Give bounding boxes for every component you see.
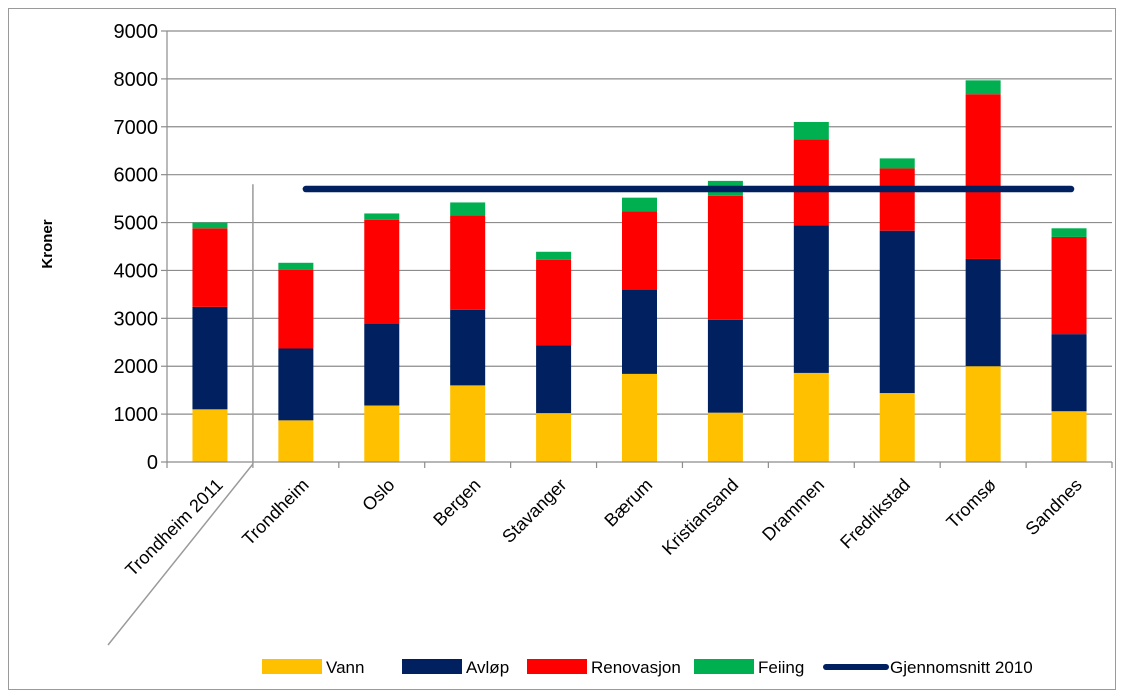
- bar-renovasjon: [278, 269, 314, 349]
- bar-renovasjon: [536, 259, 572, 346]
- x-category-label: Trondheim: [238, 475, 313, 550]
- x-category-label: Sandnes: [1021, 475, 1085, 539]
- bars: [192, 80, 1087, 462]
- bar-renovasjon: [793, 139, 829, 226]
- bar-avl-p: [364, 323, 400, 406]
- y-tick-label: 4000: [114, 260, 159, 282]
- legend-label: Vann: [326, 658, 364, 677]
- x-category-label: Trondheim 2011: [121, 475, 226, 580]
- bar-avl-p: [1051, 334, 1087, 412]
- bar-avl-p: [450, 309, 486, 386]
- bar-renovasjon: [879, 168, 915, 231]
- x-category-label: Kristiansand: [658, 475, 742, 559]
- bar-avl-p: [192, 306, 228, 410]
- bar-vann: [707, 412, 743, 462]
- y-tick-label: 8000: [114, 69, 159, 91]
- legend-swatch: [694, 659, 754, 674]
- bar-renovasjon: [707, 195, 743, 320]
- y-tick-label: 0: [147, 452, 158, 474]
- bar-avl-p: [622, 289, 657, 374]
- bar-vann: [965, 366, 1001, 462]
- legend-label: Avløp: [466, 658, 509, 677]
- y-axis-title: Kroner: [39, 219, 56, 268]
- y-tick-label: 1000: [114, 404, 159, 426]
- x-category-label: Bergen: [429, 475, 484, 530]
- category-separator: [107, 184, 254, 646]
- x-category-label: Tromsø: [942, 475, 1000, 533]
- bar-feiing: [965, 80, 1001, 95]
- legend-swatch: [402, 659, 462, 674]
- x-category-label: Drammen: [758, 475, 828, 545]
- y-tick-label: 6000: [114, 165, 159, 187]
- bar-avl-p: [278, 348, 314, 421]
- bar-vann: [536, 413, 572, 462]
- y-tick-labels: 0 1000 2000 3000 4000 5000 6000 7000 8000 9000: [114, 21, 159, 474]
- bar-feiing: [1051, 228, 1087, 237]
- bar-feiing: [622, 197, 657, 212]
- bar-renovasjon: [622, 211, 657, 290]
- legend-label: Feiing: [758, 658, 804, 677]
- bar-avl-p: [793, 225, 829, 373]
- bar-vann: [192, 409, 228, 462]
- y-tick-label: 7000: [114, 117, 159, 139]
- bar-avl-p: [707, 319, 743, 413]
- y-tick-label: 2000: [114, 356, 159, 378]
- bar-vann: [450, 385, 486, 462]
- bar-renovasjon: [965, 94, 1001, 259]
- legend-label: Gjennomsnitt 2010: [890, 658, 1033, 677]
- bar-renovasjon: [450, 215, 486, 310]
- bar-vann: [879, 393, 915, 462]
- bar-feiing: [536, 251, 572, 260]
- bar-renovasjon: [364, 219, 400, 324]
- bar-feiing: [364, 213, 400, 220]
- bar-renovasjon: [1051, 236, 1087, 335]
- bar-avl-p: [536, 345, 572, 414]
- x-category-label: Oslo: [358, 475, 398, 515]
- legend-label: Renovasjon: [591, 658, 681, 677]
- bar-avl-p: [965, 258, 1001, 367]
- bar-vann: [1051, 411, 1087, 462]
- bar-avl-p: [879, 230, 915, 394]
- bar-feiing: [793, 121, 829, 140]
- bar-feiing: [450, 202, 486, 216]
- x-category-label: Stavanger: [498, 475, 570, 547]
- x-category-label: Bærum: [600, 475, 656, 531]
- axes: [107, 31, 1113, 646]
- bar-feiing: [278, 262, 314, 270]
- bar-feiing: [192, 222, 228, 229]
- y-tick-label: 5000: [114, 213, 159, 235]
- y-tick-label: 9000: [114, 21, 159, 43]
- legend-swatch: [262, 659, 322, 674]
- legend: Vann Avløp Renovasjon Feiing Gjennomsnitt 20…: [262, 658, 1033, 677]
- x-category-labels: Trondheim 2011 Trondheim Oslo Bergen Stavang…: [121, 475, 1086, 580]
- bar-vann: [793, 372, 829, 462]
- bar-feiing: [879, 158, 915, 169]
- legend-swatch: [527, 659, 587, 674]
- y-tick-label: 3000: [114, 308, 159, 330]
- bar-vann: [622, 373, 657, 462]
- bar-vann: [364, 405, 400, 462]
- bar-renovasjon: [192, 228, 228, 307]
- x-category-label: Fredrikstad: [836, 475, 914, 553]
- bar-vann: [278, 420, 314, 462]
